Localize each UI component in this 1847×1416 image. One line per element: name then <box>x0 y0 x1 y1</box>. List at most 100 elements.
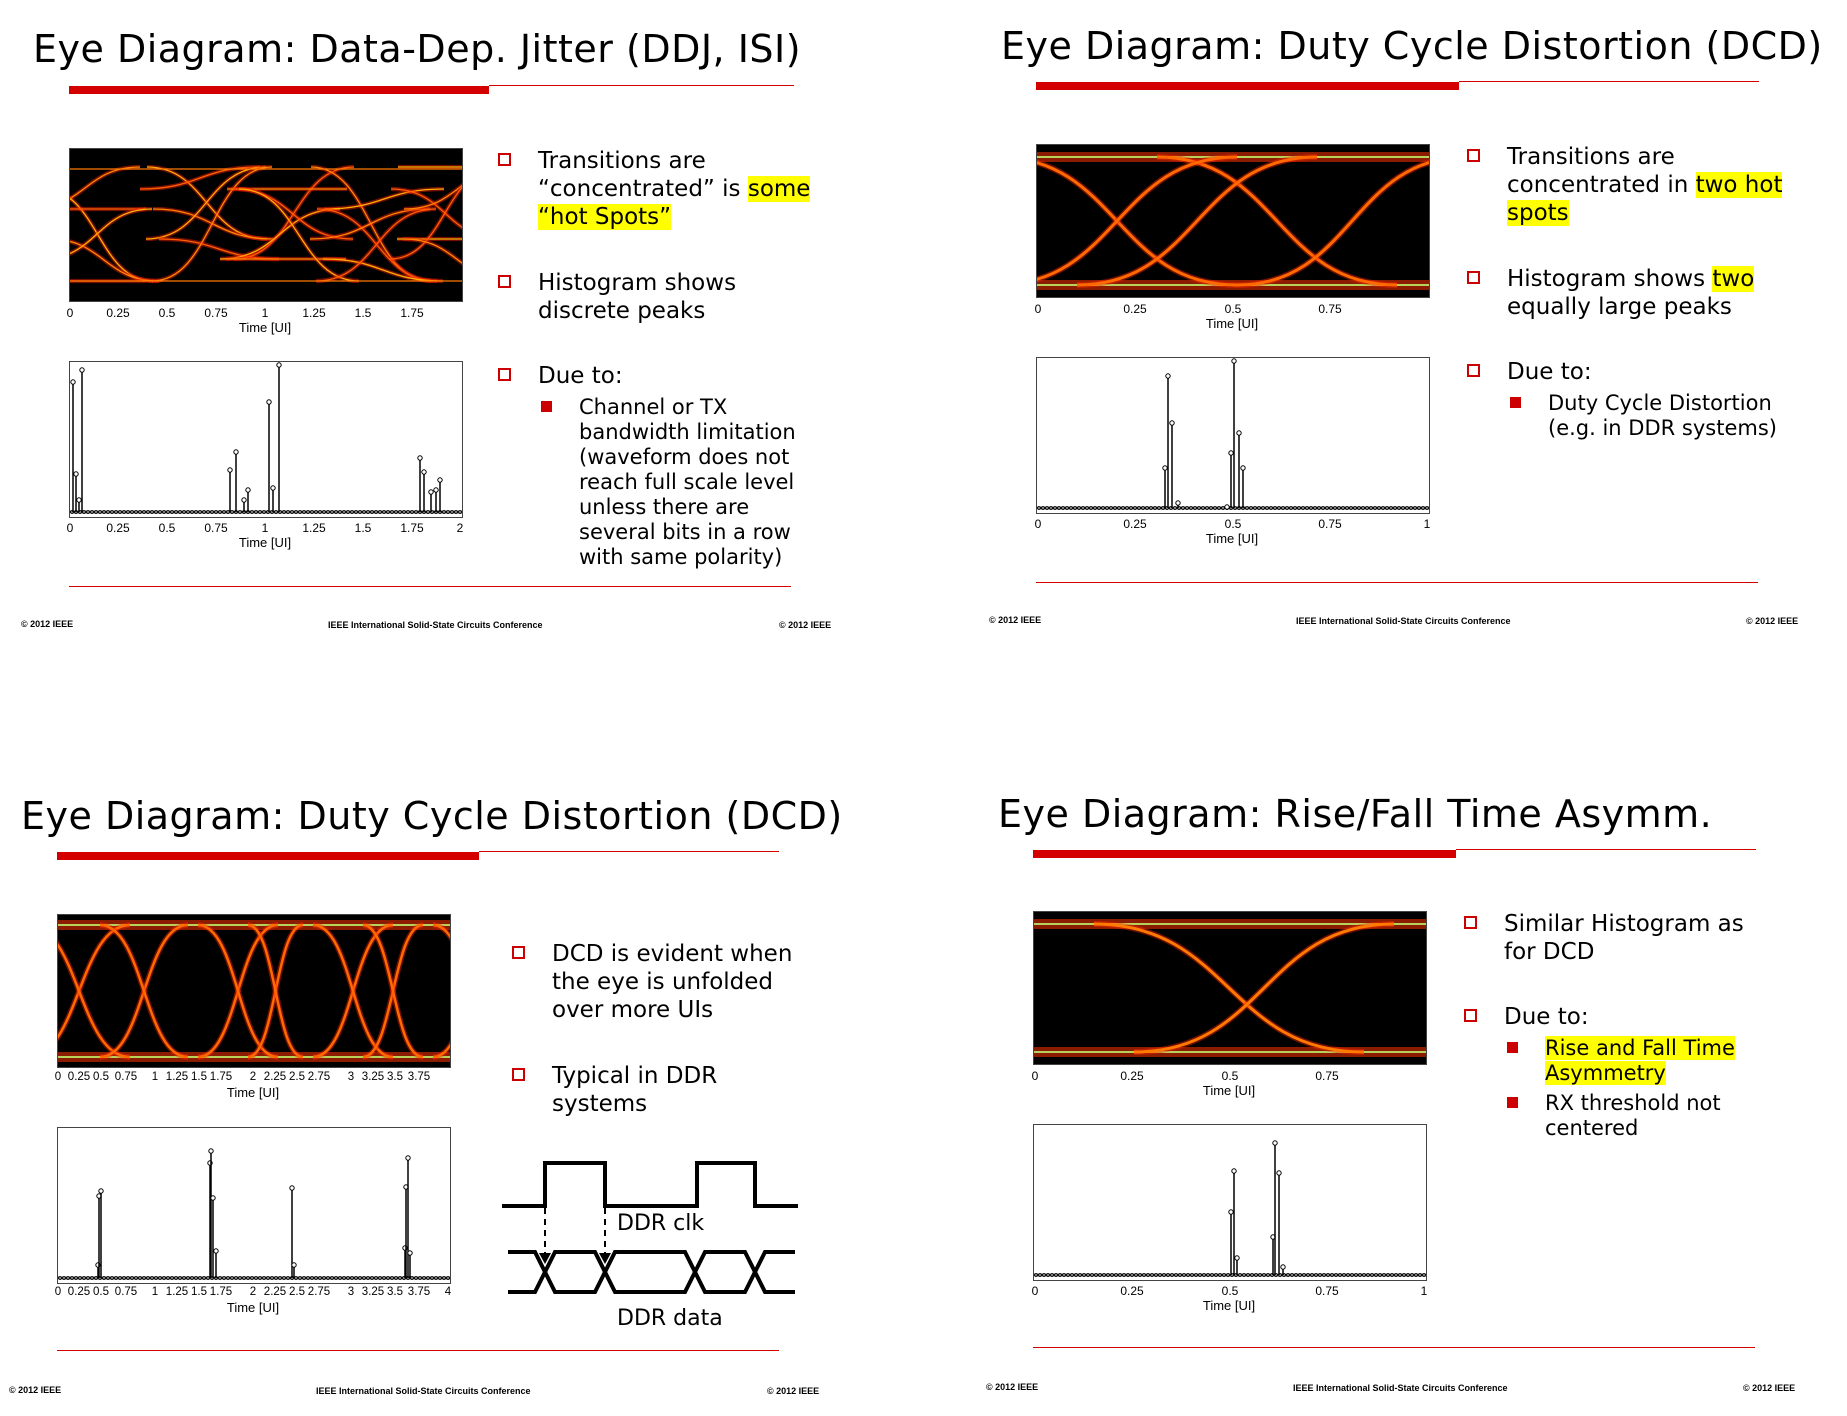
hist-sample-marker <box>249 1275 254 1280</box>
hist-sample-marker <box>357 1275 362 1280</box>
footer-center: IEEE International Solid-State Circuits … <box>328 620 543 630</box>
eye-x-label: Time [UI] <box>1205 316 1259 331</box>
dcd-rising-trace <box>1236 161 1429 287</box>
hist-peak-marker <box>433 487 439 493</box>
hist-sample-marker <box>1373 1272 1378 1277</box>
hist-sample-marker <box>317 1275 322 1280</box>
hist-sample-marker <box>190 509 195 514</box>
hist-sample-marker <box>385 509 390 514</box>
slide-title: Eye Diagram: Duty Cycle Distortion (DCD) <box>21 794 843 838</box>
hist-sample-marker <box>1130 1272 1135 1277</box>
dcd4-falling-trace <box>197 923 279 1059</box>
hist-peak-marker <box>1231 358 1237 364</box>
hist-sample-marker <box>333 509 338 514</box>
hist-sample-marker <box>1078 1272 1083 1277</box>
hist-peak-marker <box>1165 373 1171 379</box>
bullet-box-icon <box>512 946 525 959</box>
hist-peak-marker <box>1231 1168 1237 1174</box>
hist-sample-marker <box>1061 1272 1066 1277</box>
hist-sample-marker <box>413 1275 418 1280</box>
title-rule <box>1459 81 1759 82</box>
title-underline <box>57 852 479 860</box>
slide-rise-fall: Eye Diagram: Rise/Fall Time Asymm. 0 0.2… <box>986 792 1796 1393</box>
hist-sample-marker <box>1066 1272 1071 1277</box>
hist-sample-marker <box>178 509 183 514</box>
dcd-rising-trace <box>1076 155 1318 287</box>
hist-sample-marker <box>1288 505 1293 510</box>
hist-sample-marker <box>329 1275 334 1280</box>
hist-sample-marker <box>85 1275 90 1280</box>
hist-sample-marker <box>118 509 123 514</box>
hist-sample-marker <box>1353 1272 1358 1277</box>
ddj-trace <box>315 208 437 282</box>
hist-sample-marker <box>413 509 418 514</box>
hist-sample-marker <box>170 509 175 514</box>
hist-peak-marker <box>73 471 79 477</box>
hist-sample-marker <box>1098 1272 1103 1277</box>
hist-sample-marker <box>1044 505 1049 510</box>
hist-sample-marker <box>1216 505 1221 510</box>
hist-sample-marker <box>289 509 294 514</box>
eye-x-label: Time [UI] <box>226 1085 280 1100</box>
hist-x-ticks: 0 0.25 0.5 0.75 1 1.25 1.5 1.75 2 <box>66 521 464 535</box>
hist-sample-marker <box>182 1275 187 1280</box>
hist-sample-marker <box>393 1275 398 1280</box>
hist-sample-marker <box>417 1275 422 1280</box>
hist-peak-marker <box>245 487 251 493</box>
hist-sample-marker <box>1340 505 1345 510</box>
hist-sample-marker <box>170 1275 175 1280</box>
hist-sample-marker <box>1158 1272 1163 1277</box>
hist-sample-marker <box>197 509 202 514</box>
hist-sample-marker <box>1241 1272 1246 1277</box>
hist-sample-marker <box>1081 505 1086 510</box>
hist-sample-marker <box>154 509 159 514</box>
hist-sample-marker <box>106 1275 111 1280</box>
hist-sample-marker <box>1297 1272 1302 1277</box>
hist-sample-marker <box>1097 505 1102 510</box>
ddj-trace <box>232 188 354 240</box>
hist-sample-marker <box>273 1275 278 1280</box>
bullet-box-icon <box>1464 916 1477 929</box>
hist-sample-marker <box>1284 505 1289 510</box>
hist-peak-marker <box>210 1195 216 1201</box>
hist-sample-marker <box>1393 1272 1398 1277</box>
hist-sample-marker <box>194 509 199 514</box>
hist-sample-marker <box>154 1275 159 1280</box>
hist-peak-marker <box>276 362 282 368</box>
title-rule <box>1456 849 1756 850</box>
hist-sample-marker <box>1048 505 1053 510</box>
hist-peak-marker <box>213 1248 219 1254</box>
hist-sample-marker <box>1085 505 1090 510</box>
hist-sample-marker <box>1380 505 1385 510</box>
hist-sample-marker <box>1090 1272 1095 1277</box>
hist-sample-marker <box>1268 505 1273 510</box>
hist-sample-marker <box>1126 1272 1131 1277</box>
ddj-trace <box>316 208 438 282</box>
hist-peak-marker <box>208 1148 214 1154</box>
hist-sample-marker <box>1421 1272 1426 1277</box>
hist-sample-marker <box>1352 505 1357 510</box>
hist-sample-marker <box>381 509 386 514</box>
hist-sample-marker <box>1146 1272 1151 1277</box>
hist-sample-marker <box>1118 1272 1123 1277</box>
bullet-box-icon <box>1467 364 1480 377</box>
hist-sample-marker <box>1417 1272 1422 1277</box>
hist-x-ticks: 0 0.25 0.5 0.75 1 <box>1034 517 1431 531</box>
histogram <box>1033 1124 1427 1281</box>
hist-sample-marker <box>1312 505 1317 510</box>
hist-sample-marker <box>142 1275 147 1280</box>
hist-sample-marker <box>1217 1272 1222 1277</box>
dcd4-falling-trace <box>362 923 424 1059</box>
hist-sample-marker <box>429 1275 434 1280</box>
hist-sample-marker <box>373 1275 378 1280</box>
hist-sample-marker <box>174 1275 179 1280</box>
hist-sample-marker <box>1257 1272 1262 1277</box>
hist-sample-marker <box>1204 505 1209 510</box>
eye-x-ticks: 0 0.25 0.5 0.75 1 1.25 1.5 1.75 2 2.25 2… <box>54 1071 431 1083</box>
hist-peak-marker <box>98 1188 104 1194</box>
title-rule <box>489 85 794 86</box>
hist-sample-marker <box>1272 505 1277 510</box>
hist-sample-marker <box>445 509 450 514</box>
hist-sample-marker <box>1086 1272 1091 1277</box>
hist-sample-marker <box>217 1275 222 1280</box>
